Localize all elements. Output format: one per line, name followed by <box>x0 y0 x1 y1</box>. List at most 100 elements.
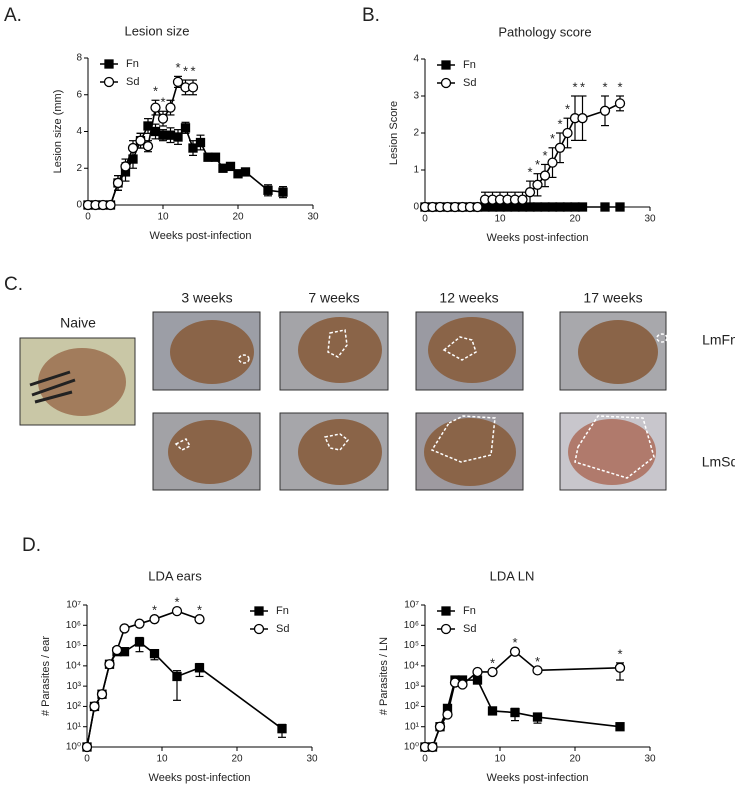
legend-marker <box>104 59 114 69</box>
marker <box>173 132 183 142</box>
legend-label: Sd <box>463 77 476 89</box>
y-tick-label: 10⁷ <box>66 600 81 611</box>
marker <box>278 187 288 197</box>
panel-label: B. <box>362 5 380 26</box>
marker <box>240 167 251 177</box>
x-tick-label: 30 <box>644 214 656 225</box>
row-label: LmSd <box>702 454 735 470</box>
x-tick-label: 0 <box>84 754 90 765</box>
y-tick-label: 10² <box>67 701 82 712</box>
y-tick-label: 2 <box>413 128 419 139</box>
marker <box>614 662 626 673</box>
significance-mark: * <box>527 165 532 180</box>
marker <box>570 202 580 212</box>
marker <box>472 675 483 685</box>
marker <box>194 614 205 625</box>
marker <box>509 646 521 657</box>
marker <box>142 141 154 152</box>
panel-label: A. <box>4 5 22 26</box>
marker <box>615 722 625 732</box>
x-tick-label: 20 <box>569 754 581 765</box>
panel-label: D. <box>22 535 41 556</box>
y-tick-label: 10³ <box>67 681 82 692</box>
significance-mark: * <box>197 603 202 618</box>
x-axis-label: Weeks post-infection <box>150 230 252 242</box>
marker <box>158 130 168 140</box>
x-tick-label: 0 <box>422 214 428 225</box>
marker <box>457 679 468 690</box>
significance-mark: * <box>160 95 165 110</box>
marker <box>487 706 498 716</box>
timepoint-label: 17 weeks <box>583 290 642 306</box>
x-axis-label: Weeks post-infection <box>487 772 589 784</box>
series-line <box>425 102 621 208</box>
significance-mark: * <box>535 654 540 669</box>
marker <box>562 202 573 212</box>
marker <box>149 648 160 659</box>
x-tick-label: 0 <box>85 212 91 223</box>
significance-mark: * <box>190 63 195 78</box>
y-tick-label: 3 <box>413 91 419 102</box>
legend-marker <box>103 76 115 88</box>
significance-mark: * <box>152 603 157 618</box>
marker <box>149 614 160 625</box>
significance-mark: * <box>175 60 180 75</box>
marker <box>599 105 611 116</box>
marker <box>105 199 116 211</box>
chart-title: LDA ears <box>148 568 202 583</box>
legend-marker <box>441 60 451 70</box>
y-axis-label: Lesion size (mm) <box>52 90 64 174</box>
legend-label: Fn <box>276 605 289 617</box>
significance-mark: * <box>565 102 570 117</box>
marker <box>89 701 100 712</box>
x-tick-label: 10 <box>494 754 506 765</box>
row-label: LmFn <box>702 332 735 348</box>
marker <box>547 202 558 212</box>
marker <box>150 126 161 137</box>
timepoint-label: 3 weeks <box>181 290 232 306</box>
chart-title: Pathology score <box>498 24 591 39</box>
series-line <box>86 641 283 748</box>
x-axis-label: Weeks post-infection <box>487 232 589 244</box>
significance-mark: * <box>550 131 555 146</box>
x-tick-label: 20 <box>569 214 581 225</box>
photo-ears <box>168 317 658 486</box>
marker <box>532 712 543 722</box>
marker <box>81 741 93 753</box>
marker <box>120 161 131 172</box>
legend-marker <box>440 77 452 89</box>
y-tick-label: 10⁶ <box>66 620 81 631</box>
marker <box>143 121 153 131</box>
marker <box>188 143 198 153</box>
significance-mark: * <box>557 116 562 131</box>
timepoint-label: 7 weeks <box>308 290 359 306</box>
marker <box>165 130 176 140</box>
chart-title: LDA LN <box>490 568 535 583</box>
photo-hair <box>29 370 76 404</box>
y-tick-label: 4 <box>76 126 82 137</box>
series-line <box>88 124 284 206</box>
marker <box>104 659 115 670</box>
marker <box>171 605 183 617</box>
marker <box>203 152 213 162</box>
marker <box>554 142 566 153</box>
legend-marker <box>253 623 265 635</box>
marker <box>127 142 139 154</box>
marker <box>532 202 543 212</box>
y-tick-label: 6 <box>76 89 82 100</box>
marker <box>510 707 520 718</box>
y-tick-label: 0 <box>413 202 419 213</box>
x-tick-label: 30 <box>306 754 318 765</box>
marker <box>547 157 558 168</box>
marker <box>128 154 138 164</box>
marker <box>210 152 221 162</box>
marker <box>218 163 228 173</box>
marker <box>615 202 625 212</box>
marker <box>135 135 146 146</box>
marker <box>172 671 182 682</box>
significance-mark: * <box>535 157 540 172</box>
photo-ear <box>38 348 126 416</box>
x-tick-label: 10 <box>156 754 168 765</box>
x-tick-label: 20 <box>231 754 243 765</box>
y-tick-label: 10⁴ <box>66 660 81 671</box>
